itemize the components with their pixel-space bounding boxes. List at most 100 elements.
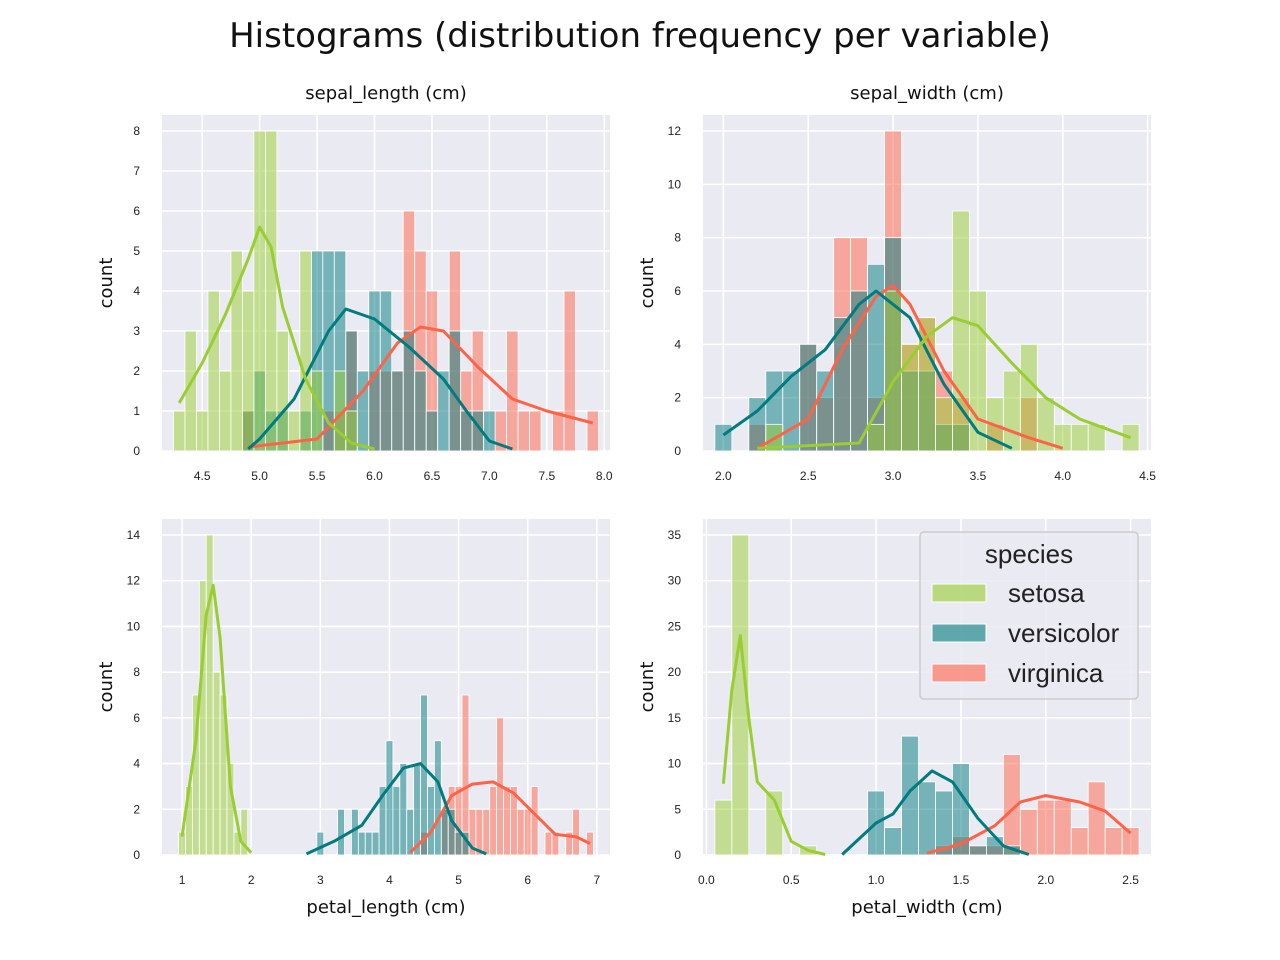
versicolor-kde-line <box>247 307 513 451</box>
y-tick-label: 10 <box>668 757 682 771</box>
x-tick-label: 1.5 <box>953 873 970 887</box>
y-tick-label: 15 <box>668 711 682 725</box>
virginica-bar <box>586 410 599 452</box>
virginica-bar <box>1053 799 1072 856</box>
versicolor-bar <box>413 763 421 856</box>
setosa-bar <box>867 423 885 452</box>
setosa-bar <box>935 397 953 452</box>
y-tick-label: 5 <box>133 244 140 258</box>
x-tick-label: 4 <box>386 873 393 887</box>
versicolor-bar <box>454 831 463 856</box>
setosa-bar <box>276 330 289 452</box>
versicolor-bar <box>316 831 325 856</box>
setosa-legend-swatch <box>931 583 987 603</box>
y-tick-label: 6 <box>133 204 140 218</box>
setosa-bar <box>969 290 987 452</box>
y-tick-label: 2 <box>133 364 140 378</box>
setosa-bar <box>212 671 221 856</box>
subplot-2: 2.0 2.5 3.0 3.5 4.0 4.5 0 2 4 6 8 10 12 sepal_width (… <box>637 83 1156 483</box>
setosa-kde-line <box>177 225 375 451</box>
setosa-kde-line <box>180 583 253 854</box>
versicolor-bar <box>420 694 428 856</box>
virginica-bar <box>489 786 498 856</box>
virginica-bar <box>1070 827 1089 856</box>
y-tick-label: 3 <box>133 324 140 338</box>
x-tick-label: 0.0 <box>698 873 715 887</box>
virginica-bar <box>1087 781 1106 856</box>
x-tick-label: 4.5 <box>194 469 211 483</box>
virginica-bar <box>475 808 484 856</box>
y-tick-label: 14 <box>127 528 141 542</box>
setosa-bar <box>299 250 312 452</box>
y-tick-label: 4 <box>133 757 140 771</box>
virginica-bar <box>1036 799 1055 856</box>
versicolor-bar <box>433 740 442 856</box>
y-tick-label: 12 <box>668 124 682 138</box>
virginica-legend-swatch <box>931 663 987 683</box>
x-tick-label: 3.0 <box>885 469 902 483</box>
species-legend: species setosa versicolor virginica <box>919 531 1139 700</box>
versicolor-bar <box>427 786 435 856</box>
versicolor-bar <box>391 370 404 452</box>
virginica-kde-line <box>926 794 1132 855</box>
subplot-title: sepal_length (cm) <box>305 83 466 104</box>
x-tick-label: 5 <box>455 873 462 887</box>
x-tick-label: 6.5 <box>424 469 441 483</box>
virginica-bar <box>551 831 560 856</box>
x-tick-label: 6 <box>524 873 531 887</box>
y-tick-label: 7 <box>133 164 140 178</box>
y-tick-label: 35 <box>668 528 682 542</box>
legend-frame <box>919 531 1139 700</box>
virginica-bar <box>523 808 532 856</box>
y-tick-label: 20 <box>668 665 682 679</box>
versicolor-bar <box>392 786 401 856</box>
versicolor-legend-swatch <box>931 623 987 643</box>
versicolor-bar <box>799 343 818 452</box>
x-tick-label: 2.5 <box>1122 873 1139 887</box>
y-tick-label: 1 <box>133 404 140 418</box>
versicolor-bar <box>918 781 936 856</box>
versicolor-bar <box>935 790 953 856</box>
virginica-bar <box>482 808 491 856</box>
y-tick-label: 0 <box>133 848 140 862</box>
x-tick-label: 1 <box>179 873 186 887</box>
virginica-bar <box>517 410 530 452</box>
setosa-bar <box>884 290 902 452</box>
versicolor-legend-label: versicolor <box>1008 618 1120 648</box>
setosa-bar <box>1070 423 1089 452</box>
virginica-bar <box>544 831 553 856</box>
y-tick-label: 30 <box>668 574 682 588</box>
versicolor-bar <box>985 836 1004 856</box>
virginica-bar <box>572 808 580 856</box>
y-tick-label: 4 <box>674 337 681 351</box>
virginica-bar <box>530 786 539 856</box>
y-axis-label: count <box>96 662 117 713</box>
subplot-grid: 4.5 5.0 5.5 6.0 6.5 7.0 7.5 8.0012345678sepal_l… <box>96 83 1156 918</box>
y-tick-label: 0 <box>133 444 140 458</box>
y-tick-label: 4 <box>133 284 140 298</box>
setosa-bar <box>219 370 232 452</box>
x-tick-label: 4.5 <box>1139 469 1156 483</box>
x-tick-label: 7.0 <box>481 469 498 483</box>
y-tick-label: 0 <box>674 848 681 862</box>
virginica-bar <box>516 808 525 856</box>
y-axis-label: count <box>96 258 117 309</box>
versicolor-bar <box>379 290 393 452</box>
y-tick-label: 8 <box>674 231 681 245</box>
x-tick-label: 1.0 <box>868 873 885 887</box>
versicolor-bar <box>337 808 345 856</box>
versicolor-kde-line <box>305 762 487 856</box>
setosa-bar <box>196 410 209 452</box>
x-tick-label: 7.5 <box>538 469 555 483</box>
versicolor-bar <box>406 808 415 856</box>
virginica-bar <box>563 290 576 452</box>
y-tick-label: 10 <box>127 619 141 633</box>
virginica-bar <box>1104 827 1123 856</box>
x-tick-label: 5.0 <box>251 469 268 483</box>
legend-title: species <box>985 539 1073 569</box>
x-tick-label: 2.0 <box>1037 873 1054 887</box>
y-tick-label: 5 <box>674 802 681 816</box>
versicolor-kde-line <box>841 769 1030 856</box>
setosa-bar <box>173 410 186 452</box>
